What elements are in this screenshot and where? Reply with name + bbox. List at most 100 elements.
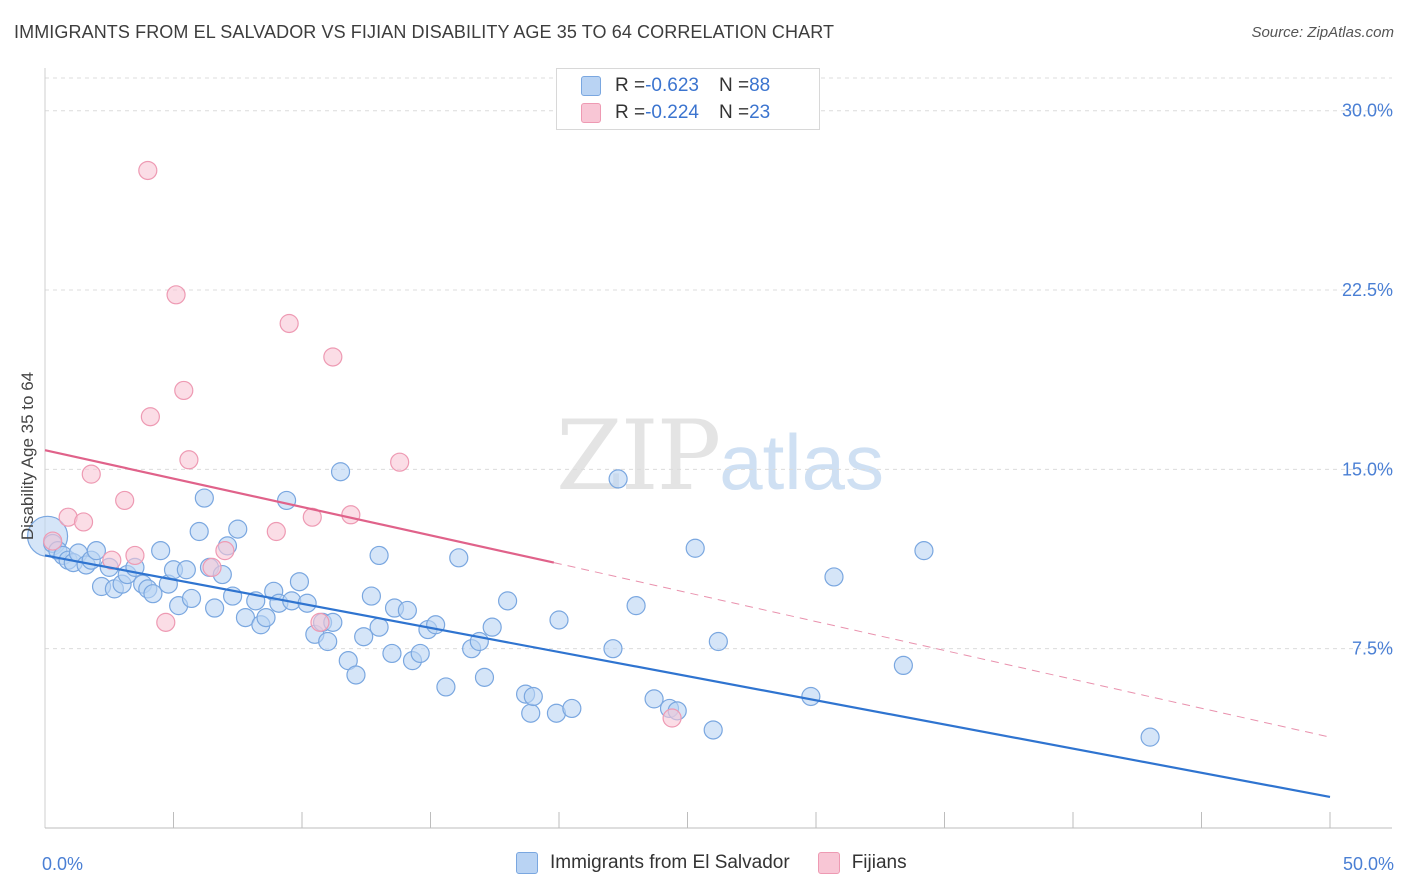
y-tick-label: 30.0% [1342, 101, 1393, 121]
legend-row-fijians: R = -0.224 N = 23 [581, 101, 770, 125]
y-tick-label: 15.0% [1342, 459, 1393, 479]
legend-n-label: N = [718, 102, 750, 123]
axes [44, 68, 1392, 829]
data-point [523, 686, 543, 707]
data-point [289, 572, 310, 592]
data-point [138, 160, 158, 181]
legend-swatch-pink [581, 103, 601, 123]
data-point [215, 541, 235, 561]
data-point [181, 588, 202, 609]
y-tick-label: 22.5% [1342, 280, 1393, 300]
data-point [474, 667, 495, 687]
data-point [382, 643, 402, 664]
chart-title: IMMIGRANTS FROM EL SALVADOR VS FIJIAN DI… [14, 22, 835, 42]
data-point [330, 462, 351, 482]
stats-legend: R = -0.623 N = 88 R = -0.224 N = 23 [556, 68, 820, 130]
data-point [156, 612, 176, 632]
data-point [369, 545, 389, 566]
data-point [498, 591, 518, 611]
series-fijians [43, 160, 682, 728]
watermark-atlas: atlas [719, 418, 884, 506]
legend-r-label: R = [615, 102, 646, 123]
data-point [125, 545, 145, 566]
data-point [369, 617, 389, 637]
data-point [1140, 727, 1160, 747]
data-point [662, 708, 682, 728]
data-point [361, 586, 381, 606]
data-point [703, 720, 723, 740]
x-tick-label: 50.0% [1343, 854, 1394, 874]
data-point [279, 313, 299, 334]
data-point [266, 521, 286, 542]
data-point [256, 607, 276, 628]
legend-r-value: -0.224 [645, 102, 699, 123]
legend-n-label: N = [718, 75, 750, 96]
y-axis-label: Disability Age 35 to 64 [18, 371, 37, 541]
data-point [194, 488, 214, 508]
legend-swatch-blue [581, 76, 601, 96]
data-point [354, 627, 374, 647]
legend-swatch-pink [817, 852, 840, 874]
legend-label: Fijians [851, 852, 907, 873]
data-point [436, 677, 456, 697]
data-point [115, 490, 135, 511]
data-point [143, 584, 163, 604]
legend-r-value: -0.623 [645, 75, 699, 96]
data-point [174, 380, 194, 401]
x-tick-label: 0.0% [42, 854, 83, 874]
legend-swatch-blue [516, 852, 538, 874]
data-point [801, 686, 821, 707]
legend-n-value: 23 [749, 102, 771, 123]
data-point [390, 452, 410, 472]
data-point [893, 655, 913, 676]
series-legend: Immigrants from El Salvador Fijians [516, 852, 935, 874]
legend-n-value: 88 [749, 75, 771, 96]
legend-row-el-salvador: R = -0.623 N = 88 [581, 74, 770, 98]
legend-r-label: R = [615, 75, 646, 96]
data-point [189, 521, 209, 542]
data-point [151, 541, 171, 561]
series-immigrants-el-salvador [26, 462, 1160, 747]
y-tick-label: 7.5% [1352, 639, 1393, 659]
data-point [562, 698, 582, 719]
data-point [608, 469, 628, 489]
data-point [449, 548, 469, 568]
legend-label: Immigrants from El Salvador [550, 852, 790, 873]
data-point [521, 703, 541, 723]
data-point [276, 490, 297, 511]
data-point [81, 464, 101, 484]
watermark-zip: ZIP [556, 400, 721, 512]
data-point [235, 607, 256, 628]
data-point [323, 347, 343, 367]
data-point [73, 512, 94, 532]
data-point [824, 567, 844, 587]
source-label: Source: ZipAtlas.com [1251, 24, 1394, 41]
data-point [318, 631, 338, 652]
trend-lines [44, 449, 1331, 798]
tick-labels: 7.5% 15.0% 22.5% 30.0% 0.0% 50.0% [42, 101, 1394, 874]
data-point [603, 639, 623, 659]
data-point [482, 617, 502, 637]
legend-item-fijians: Fijians [817, 852, 907, 874]
legend-item-el-salvador: Immigrants from El Salvador [516, 852, 790, 874]
data-point [205, 598, 225, 618]
data-point [166, 285, 186, 305]
data-point [410, 643, 430, 664]
data-point [708, 631, 728, 652]
trend-line [553, 562, 1331, 738]
data-point [176, 560, 196, 580]
trend-line [44, 449, 555, 564]
trend-line [44, 554, 1331, 798]
data-point [43, 531, 63, 551]
data-point [102, 550, 122, 570]
data-point [644, 689, 664, 709]
data-point [140, 407, 160, 427]
watermark: ZIPatlas [556, 400, 884, 512]
data-point [346, 665, 366, 685]
data-point [202, 557, 222, 577]
data-point [397, 600, 417, 621]
grid-lines [45, 77, 1392, 650]
data-point [310, 612, 330, 632]
data-point [341, 505, 361, 525]
